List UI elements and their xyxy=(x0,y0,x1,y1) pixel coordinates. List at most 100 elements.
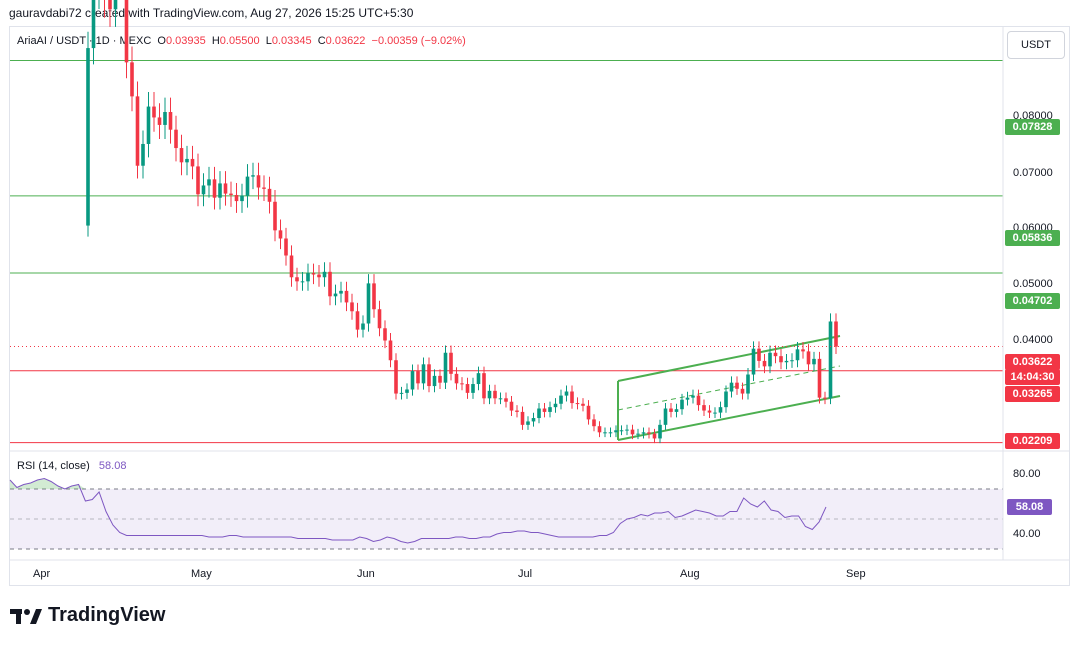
candle-body[interactable] xyxy=(471,384,475,393)
candle-body[interactable] xyxy=(201,185,206,195)
candle-body[interactable] xyxy=(311,273,316,275)
candle-body[interactable] xyxy=(135,96,140,166)
candle-body[interactable] xyxy=(509,401,514,411)
candle-body[interactable] xyxy=(625,429,629,431)
candle-body[interactable] xyxy=(405,389,409,393)
candle-body[interactable] xyxy=(630,429,635,435)
candle-body[interactable] xyxy=(493,390,497,399)
candle-body[interactable] xyxy=(663,408,668,425)
candle-body[interactable] xyxy=(592,419,596,427)
candle-body[interactable] xyxy=(498,398,503,400)
candle-body[interactable] xyxy=(685,397,690,400)
candle-body[interactable] xyxy=(344,290,349,303)
candle-body[interactable] xyxy=(262,187,266,189)
candle-body[interactable] xyxy=(218,183,222,198)
candle-body[interactable] xyxy=(696,395,701,406)
candle-body[interactable] xyxy=(806,351,811,365)
candle-body[interactable] xyxy=(487,390,492,399)
candle-body[interactable] xyxy=(586,405,591,420)
candle-body[interactable] xyxy=(597,426,602,433)
candle-body[interactable] xyxy=(410,371,415,390)
candle-body[interactable] xyxy=(377,309,382,329)
candle-body[interactable] xyxy=(531,418,536,422)
candle-body[interactable] xyxy=(795,349,800,361)
candle-body[interactable] xyxy=(702,405,706,411)
rsi-line[interactable] xyxy=(9,477,827,544)
candle-body[interactable] xyxy=(240,195,244,202)
level-badge-3[interactable]: 0.03265 xyxy=(1005,386,1060,402)
candle-body[interactable] xyxy=(465,384,470,393)
candle-body[interactable] xyxy=(196,166,200,195)
level-badge-2[interactable]: 0.04702 xyxy=(1005,293,1060,309)
candle-body[interactable] xyxy=(817,358,822,398)
candle-body[interactable] xyxy=(427,364,431,387)
candle-body[interactable] xyxy=(234,194,239,202)
candle-body[interactable] xyxy=(416,371,420,384)
candle-body[interactable] xyxy=(740,388,745,394)
rsi-legend[interactable]: RSI (14, close) 58.08 xyxy=(17,460,126,472)
candle-body[interactable] xyxy=(537,408,541,419)
candle-body[interactable] xyxy=(790,360,794,362)
candle-body[interactable] xyxy=(322,271,327,278)
candle-body[interactable] xyxy=(328,271,332,297)
candle-body[interactable] xyxy=(834,321,838,347)
candle-body[interactable] xyxy=(812,358,816,365)
candle-body[interactable] xyxy=(658,424,662,439)
candle-body[interactable] xyxy=(751,348,756,375)
candle-body[interactable] xyxy=(355,311,360,330)
candle-body[interactable] xyxy=(383,328,387,341)
candle-body[interactable] xyxy=(773,352,778,357)
candle-body[interactable] xyxy=(801,349,805,352)
candle-body[interactable] xyxy=(779,356,783,363)
candle-body[interactable] xyxy=(174,129,178,149)
candle-body[interactable] xyxy=(421,364,426,384)
candle-body[interactable] xyxy=(746,374,750,394)
candle-body[interactable] xyxy=(212,179,217,198)
candle-body[interactable] xyxy=(251,175,255,177)
channel-lower-line[interactable] xyxy=(617,395,841,441)
candle-body[interactable] xyxy=(179,148,184,163)
candle-body[interactable] xyxy=(256,175,261,188)
candle-body[interactable] xyxy=(619,430,624,432)
candle-body[interactable] xyxy=(564,391,569,396)
candle-body[interactable] xyxy=(520,411,525,425)
candle-body[interactable] xyxy=(454,373,459,384)
candle-body[interactable] xyxy=(306,273,310,282)
candle-body[interactable] xyxy=(641,432,646,434)
candle-body[interactable] xyxy=(553,403,558,408)
candle-body[interactable] xyxy=(762,360,767,367)
candle-body[interactable] xyxy=(91,0,96,49)
candle-body[interactable] xyxy=(476,373,481,385)
candle-body[interactable] xyxy=(394,360,398,394)
candle-body[interactable] xyxy=(526,421,530,425)
candle-body[interactable] xyxy=(443,352,448,383)
candle-body[interactable] xyxy=(267,188,272,202)
candle-body[interactable] xyxy=(548,407,552,412)
candle-body[interactable] xyxy=(828,321,833,399)
candle-body[interactable] xyxy=(515,410,519,412)
candle-body[interactable] xyxy=(713,412,717,414)
candle-body[interactable] xyxy=(372,283,376,310)
candle-body[interactable] xyxy=(669,408,673,412)
level-badge-0[interactable]: 0.07828 xyxy=(1005,119,1060,135)
candle-body[interactable] xyxy=(614,430,618,433)
candle-body[interactable] xyxy=(289,255,294,278)
candle-body[interactable] xyxy=(245,176,250,196)
candle-body[interactable] xyxy=(113,0,118,10)
candle-body[interactable] xyxy=(735,382,739,389)
candle-body[interactable] xyxy=(460,383,464,385)
candle-body[interactable] xyxy=(273,201,277,231)
candle-body[interactable] xyxy=(388,340,393,361)
candle-body[interactable] xyxy=(284,238,288,256)
candle-body[interactable] xyxy=(581,403,585,406)
candle-body[interactable] xyxy=(350,302,354,312)
candle-body[interactable] xyxy=(438,375,442,383)
candle-body[interactable] xyxy=(691,395,695,398)
candle-body[interactable] xyxy=(130,62,134,97)
candle-body[interactable] xyxy=(163,112,167,125)
candle-body[interactable] xyxy=(757,348,761,361)
candle-body[interactable] xyxy=(674,409,679,412)
candle-body[interactable] xyxy=(504,398,508,402)
candle-body[interactable] xyxy=(223,183,228,194)
candle-body[interactable] xyxy=(432,375,437,387)
